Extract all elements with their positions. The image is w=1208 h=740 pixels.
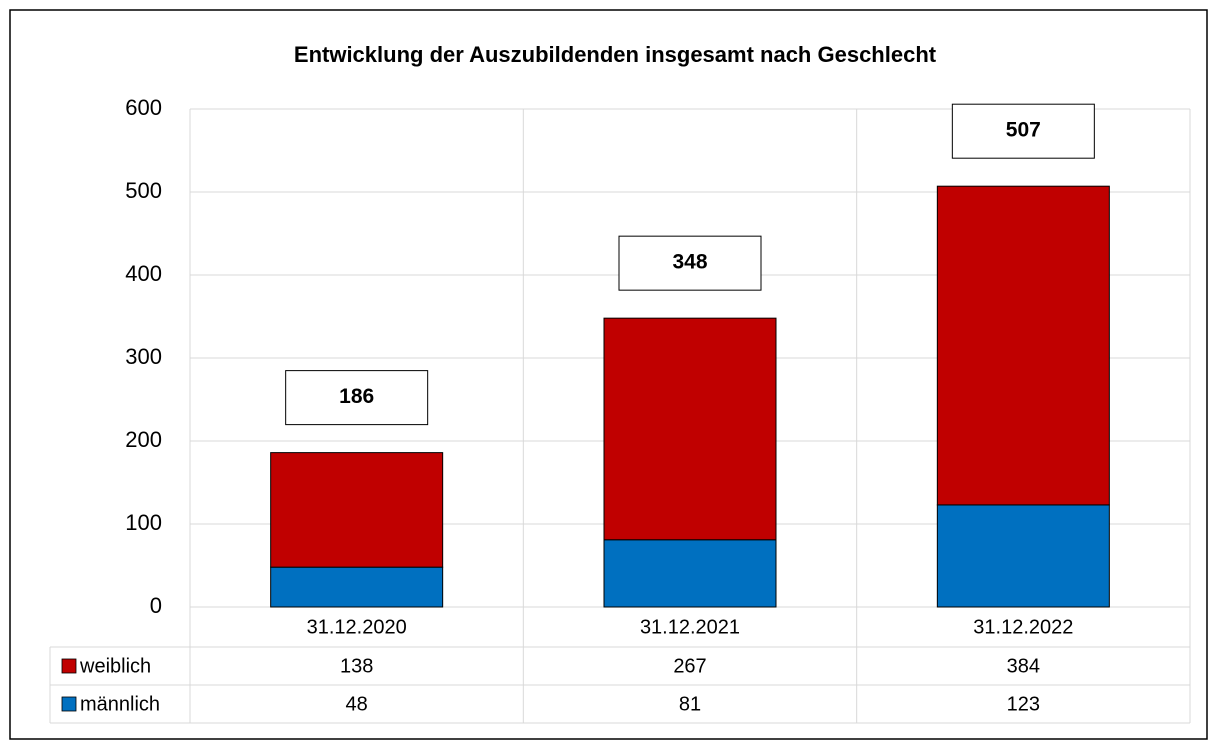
table-value: 384 (1007, 655, 1040, 677)
y-tick-label: 600 (125, 95, 162, 120)
total-box (951, 103, 1095, 159)
chart-title: Entwicklung der Auszubildenden insgesamt… (294, 42, 937, 67)
y-tick-label: 200 (125, 427, 162, 452)
bar-segment (603, 317, 777, 541)
bar-segment (270, 566, 444, 608)
y-tick-label: 300 (125, 344, 162, 369)
y-tick-label: 100 (125, 510, 162, 535)
y-tick-label: 0 (150, 593, 162, 618)
total-box (285, 370, 429, 426)
legend-label: weiblich (79, 655, 151, 677)
table-value: 267 (673, 655, 706, 677)
legend-swatch (61, 658, 77, 674)
table-value: 48 (346, 693, 368, 715)
legend-label: männlich (80, 693, 160, 715)
y-tick-label: 500 (125, 178, 162, 203)
bar-segment (603, 539, 777, 608)
total-label: 348 (672, 251, 707, 274)
bar-segment (270, 452, 444, 568)
bar-segment (936, 185, 1110, 506)
table-value: 138 (340, 655, 373, 677)
total-label: 186 (339, 385, 374, 408)
bar-segment (936, 504, 1110, 608)
table-value: 123 (1007, 693, 1040, 715)
table-value: 81 (679, 693, 701, 715)
x-tick-label: 31.12.2020 (307, 616, 407, 638)
x-tick-label: 31.12.2021 (640, 616, 740, 638)
y-tick-label: 400 (125, 261, 162, 286)
total-label: 507 (1006, 119, 1041, 142)
legend-swatch (61, 696, 77, 712)
total-box (618, 235, 762, 291)
x-tick-label: 31.12.2022 (973, 616, 1073, 638)
